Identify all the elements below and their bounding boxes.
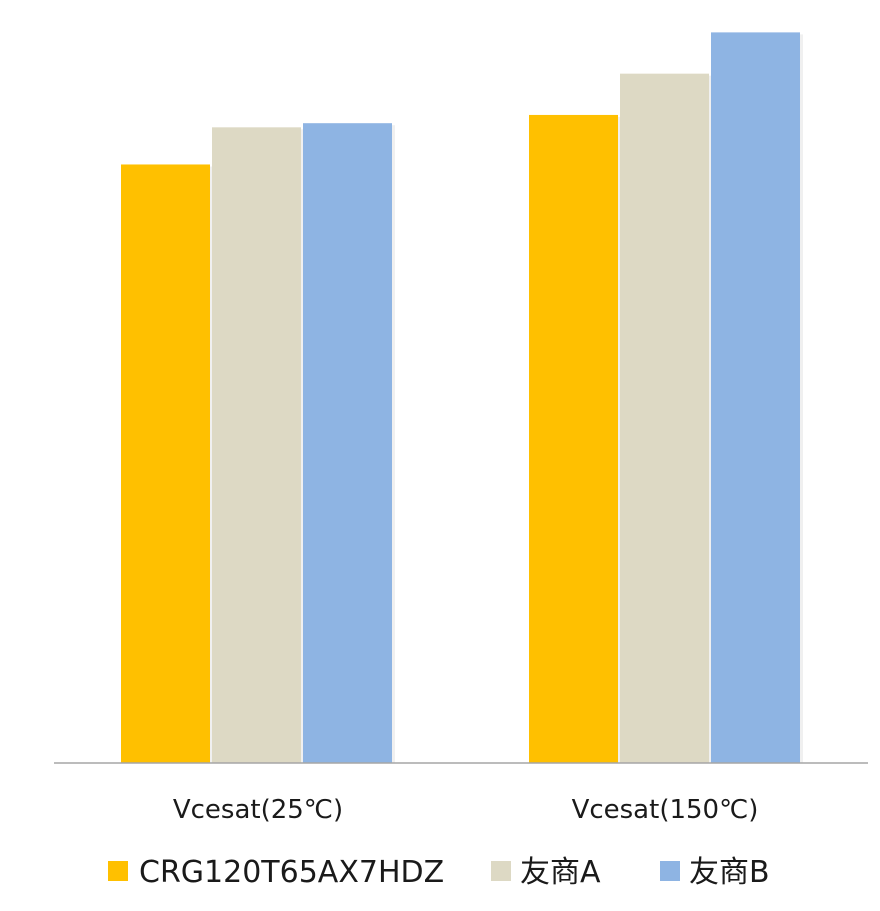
category-labels: Vcesat(25℃) Vcesat(150℃) — [173, 795, 759, 825]
bar-vcesat-25-series-3 — [303, 123, 392, 763]
bar-vcesat-150-series-3 — [711, 32, 800, 763]
legend-swatch-3 — [660, 861, 680, 881]
bar-shadow — [709, 75, 712, 763]
legend-label-1: CRG120T65AX7HDZ — [139, 855, 444, 890]
legend-label-2: 友商A — [520, 855, 601, 890]
bar-vcesat-150-series-2 — [620, 73, 709, 763]
bar-vcesat-25-series-1 — [121, 164, 210, 763]
bar-vcesat-150-series-1 — [529, 114, 618, 763]
bar-shadow — [800, 34, 803, 763]
bars-layer — [121, 32, 803, 764]
bar-shadow — [392, 125, 395, 763]
bar-shadow — [618, 116, 621, 763]
bar-vcesat-25-series-2 — [212, 127, 301, 764]
bar-shadow — [210, 166, 213, 763]
legend: CRG120T65AX7HDZ 友商A 友商B — [108, 855, 770, 890]
legend-label-3: 友商B — [689, 855, 770, 890]
bar-shadow — [301, 129, 304, 764]
category-label-1: Vcesat(25℃) — [173, 795, 343, 825]
legend-swatch-2 — [491, 861, 511, 881]
category-label-2: Vcesat(150℃) — [572, 795, 759, 825]
legend-swatch-1 — [108, 861, 128, 881]
